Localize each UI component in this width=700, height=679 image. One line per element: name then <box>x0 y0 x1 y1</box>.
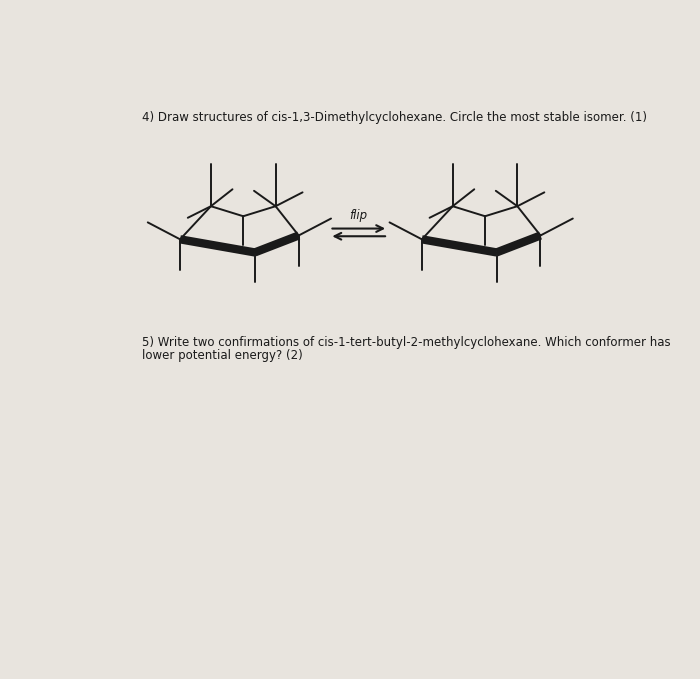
Text: 4) Draw structures of cis-1,3-Dimethylcyclohexane. Circle the most stable isomer: 4) Draw structures of cis-1,3-Dimethylcy… <box>141 111 647 124</box>
Text: lower potential energy? (2): lower potential energy? (2) <box>141 350 302 363</box>
Text: flip: flip <box>350 208 368 221</box>
Text: 5) Write two confirmations of cis-1-tert-butyl-2-methylcyclohexane. Which confor: 5) Write two confirmations of cis-1-tert… <box>141 335 670 348</box>
